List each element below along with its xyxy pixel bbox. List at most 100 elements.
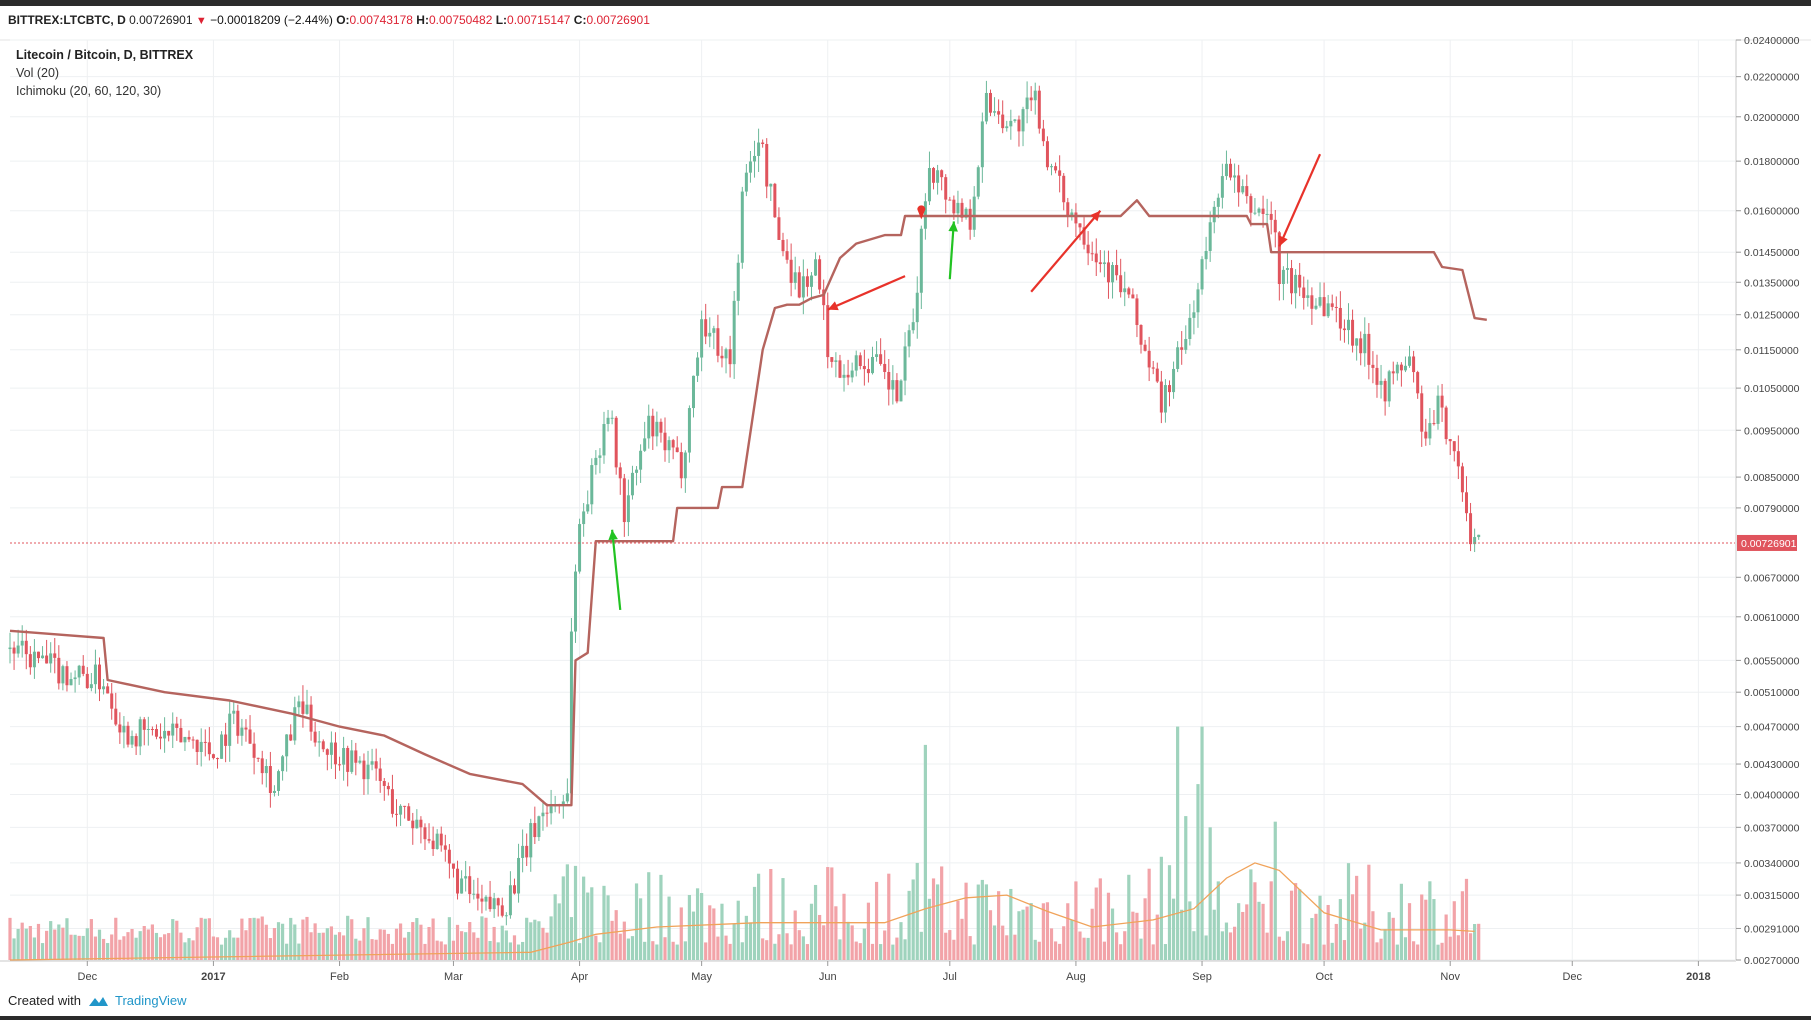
- candle-body: [1249, 196, 1253, 213]
- x-tick-label: 2017: [201, 971, 225, 983]
- candle-body: [268, 766, 272, 793]
- x-tick-label: Dec: [1562, 971, 1582, 983]
- candle-body: [154, 729, 158, 737]
- candle-body: [138, 719, 142, 747]
- candle-body: [606, 417, 610, 425]
- horizontal-grid: 0.02400000 0.02200000 0.02000000 0.01800000…: [10, 35, 1800, 967]
- volume-bar: [691, 911, 696, 960]
- volume-bar: [12, 938, 16, 960]
- candle-body: [1155, 368, 1159, 382]
- volume-bar: [232, 937, 236, 960]
- tradingview-logo-icon[interactable]: [87, 994, 109, 1008]
- volume-bar: [97, 929, 102, 960]
- legend-ichimoku[interactable]: Ichimoku (20, 60, 120, 30): [16, 84, 162, 98]
- annotations: [608, 153, 1322, 611]
- volume-bar: [8, 917, 12, 960]
- candle-body: [712, 328, 716, 333]
- volume-bar: [1098, 878, 1102, 960]
- volume-bar: [500, 925, 504, 960]
- candle-body: [1021, 109, 1025, 132]
- candle-body: [1224, 163, 1228, 177]
- candle-body: [834, 360, 838, 362]
- volume-bar: [1180, 909, 1184, 960]
- candle-body: [1261, 208, 1265, 214]
- candle-body: [374, 761, 378, 769]
- volume-bar: [285, 943, 289, 960]
- volume-bar: [61, 927, 65, 960]
- y-tick-label: 0.02400000: [1744, 35, 1800, 47]
- candle-body: [1310, 295, 1314, 309]
- candle-body: [500, 905, 504, 916]
- volume-bar: [557, 903, 561, 960]
- volume-bar: [146, 929, 150, 960]
- volume-bar: [671, 941, 675, 960]
- volume-bar: [1281, 940, 1286, 960]
- x-tick-label: 2018: [1686, 971, 1710, 983]
- volume-bar: [447, 917, 451, 960]
- volume-bar: [1294, 883, 1298, 960]
- candle-body: [1066, 202, 1070, 217]
- volume-bar: [1318, 895, 1322, 960]
- y-tick-label: 0.00610000: [1744, 612, 1800, 624]
- volume-bar: [988, 910, 993, 960]
- volume-bar: [16, 928, 20, 960]
- y-tick-label: 0.00291000: [1744, 923, 1800, 935]
- candle-body: [20, 640, 24, 646]
- candle-body: [285, 734, 289, 757]
- volume-bar: [77, 935, 81, 960]
- candle-body: [1428, 423, 1432, 439]
- volume-bar: [350, 919, 354, 960]
- candle-body: [28, 654, 32, 668]
- candle-body: [647, 415, 651, 439]
- legend-title[interactable]: Litecoin / Bitcoin, D, BITTREX: [16, 48, 194, 62]
- volume-bar: [643, 941, 647, 960]
- volume-bar: [1387, 912, 1391, 960]
- candle-body: [171, 723, 175, 736]
- candle-body: [964, 208, 968, 218]
- candle-body: [1399, 364, 1403, 371]
- candle-body: [541, 812, 545, 817]
- volume-bar: [280, 923, 285, 960]
- volume-bar: [134, 937, 138, 960]
- volume-bar: [602, 885, 606, 960]
- candle-body: [313, 731, 317, 743]
- volume-bar: [1005, 935, 1009, 960]
- candle-body: [1102, 262, 1106, 265]
- volume-bar: [346, 915, 350, 960]
- volume-bar: [1045, 902, 1050, 960]
- candle-body: [407, 806, 411, 821]
- volume-bar: [268, 938, 272, 960]
- volume-bar: [1289, 890, 1294, 960]
- candle-body: [887, 371, 891, 390]
- tradingview-link[interactable]: TradingView: [114, 993, 187, 1008]
- candle-body: [110, 693, 114, 709]
- candle-body: [24, 640, 28, 655]
- legend-volume[interactable]: Vol (20): [16, 66, 60, 80]
- y-tick-label: 0.00315000: [1744, 890, 1800, 902]
- volume-bar: [411, 922, 415, 960]
- candle-body: [1237, 175, 1241, 193]
- volume-bar: [1326, 904, 1330, 960]
- volume-bar: [728, 943, 732, 960]
- candle-body: [1139, 324, 1143, 345]
- volume-bar: [40, 943, 45, 960]
- volume-bar: [492, 926, 496, 960]
- candle-body: [899, 380, 903, 402]
- volume-bar: [622, 921, 626, 960]
- volume-bar: [1041, 903, 1045, 960]
- candle-body: [130, 736, 134, 745]
- candle-body: [1176, 347, 1180, 369]
- volume-bar: [24, 928, 28, 960]
- volume-bar: [968, 936, 972, 960]
- candle-body: [508, 885, 512, 916]
- candle-body: [199, 741, 203, 753]
- close-value: 0.00726901: [586, 13, 650, 27]
- candle-body: [224, 734, 228, 746]
- volume-bar: [1359, 928, 1363, 960]
- volume-bar: [614, 910, 618, 960]
- candle-body: [476, 893, 480, 899]
- volume-bar: [1298, 889, 1302, 960]
- volume-bar: [789, 944, 793, 960]
- candle-body: [1460, 466, 1464, 493]
